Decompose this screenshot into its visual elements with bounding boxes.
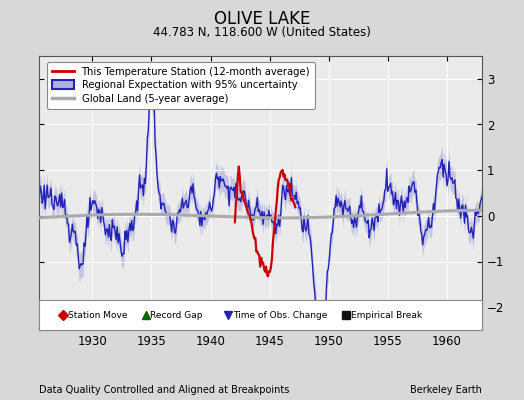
Text: Data Quality Controlled and Aligned at Breakpoints: Data Quality Controlled and Aligned at B…	[39, 385, 290, 395]
Text: 44.783 N, 118.600 W (United States): 44.783 N, 118.600 W (United States)	[153, 26, 371, 39]
Text: Time of Obs. Change: Time of Obs. Change	[233, 311, 328, 320]
Legend: This Temperature Station (12-month average), Regional Expectation with 95% uncer: This Temperature Station (12-month avera…	[47, 62, 315, 108]
Text: Record Gap: Record Gap	[150, 311, 203, 320]
Text: Berkeley Earth: Berkeley Earth	[410, 385, 482, 395]
Text: OLIVE LAKE: OLIVE LAKE	[214, 10, 310, 28]
Text: Empirical Break: Empirical Break	[351, 311, 422, 320]
Text: Station Move: Station Move	[68, 311, 127, 320]
Bar	[39, 300, 482, 330]
